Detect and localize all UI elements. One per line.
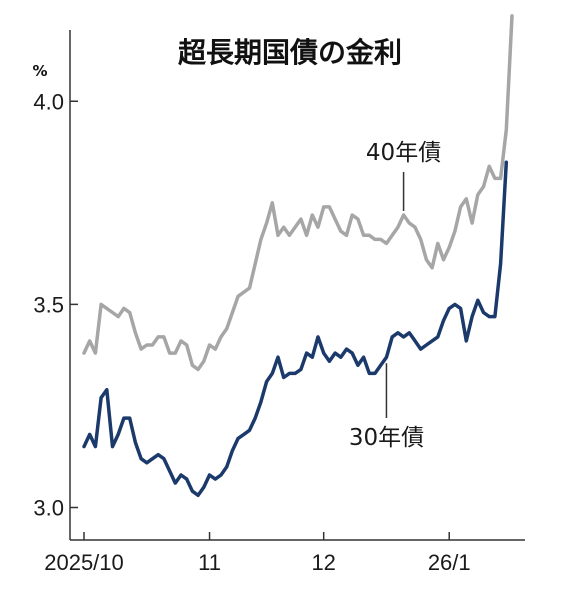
y-tick-label: 3.5 bbox=[33, 292, 64, 317]
y-tick-label: 4.0 bbox=[33, 89, 64, 114]
series-label: 40年債 bbox=[366, 140, 441, 166]
series-labels: 40年債 30年債 bbox=[349, 140, 441, 451]
y-tick-group: 3.0 3.5 4.0 bbox=[33, 89, 78, 521]
axes bbox=[69, 30, 525, 541]
x-tick-label: 12 bbox=[311, 550, 335, 575]
x-tick-label: 2025/10 bbox=[44, 550, 124, 575]
x-tick-group: 2025/10 11 12 26/1 bbox=[44, 532, 471, 575]
x-tick-label: 11 bbox=[198, 550, 221, 575]
chart-title: 超長期国債の金利 bbox=[178, 36, 402, 69]
series-line-30y bbox=[82, 160, 509, 498]
x-tick-label: 26/1 bbox=[428, 550, 471, 575]
series-lines bbox=[82, 14, 514, 498]
y-tick-label: 3.0 bbox=[33, 496, 64, 521]
series-line-40y bbox=[82, 14, 514, 372]
series-label: 30年債 bbox=[349, 425, 424, 451]
y-axis-unit: % bbox=[32, 62, 47, 80]
